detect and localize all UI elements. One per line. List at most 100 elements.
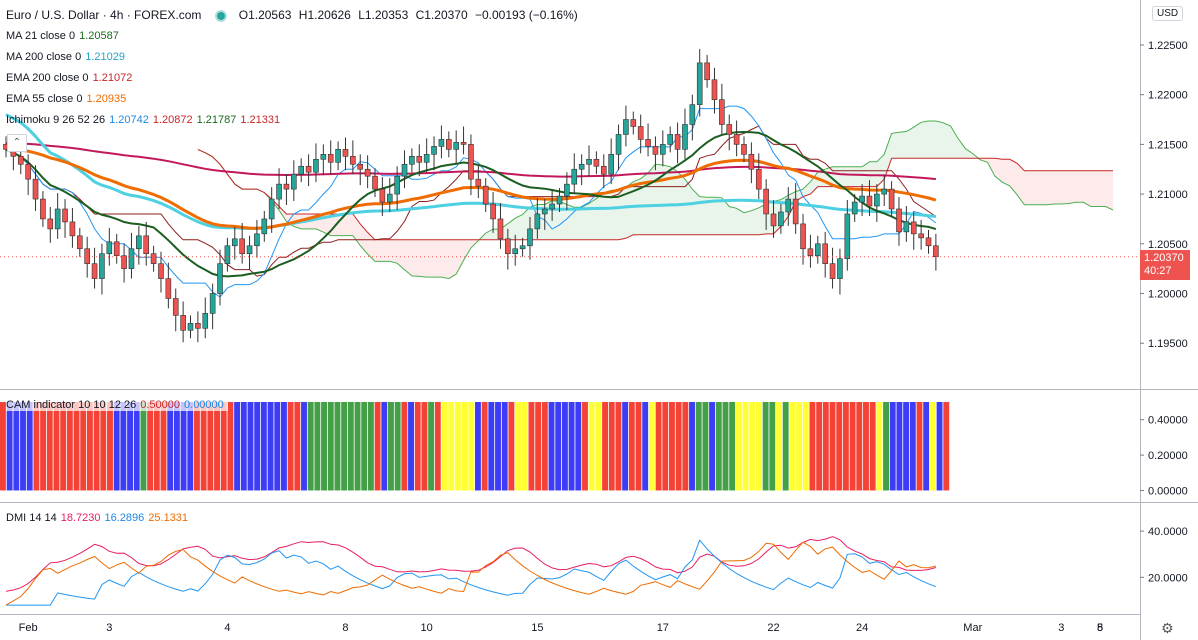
cam-bar bbox=[635, 402, 642, 491]
price-axis-tick-label: 1.22000 bbox=[1148, 90, 1188, 102]
market-status-icon bbox=[215, 9, 228, 22]
ichimoku-cloud-segment bbox=[581, 203, 590, 240]
ichimoku-cloud-segment bbox=[884, 133, 892, 180]
ichimoku-cloud-segment bbox=[441, 239, 449, 279]
candle-body bbox=[549, 203, 555, 210]
candle-body bbox=[667, 134, 674, 145]
ichimoku-cloud-segment bbox=[707, 197, 715, 235]
cam-bar bbox=[374, 402, 381, 491]
ichimoku-cloud-segment bbox=[913, 122, 922, 159]
ichimoku-cloud-segment bbox=[603, 190, 612, 240]
last-price-label: 1.20370 bbox=[1140, 249, 1190, 267]
ichimoku-cloud-segment bbox=[736, 208, 744, 235]
candle-body bbox=[586, 158, 592, 165]
candle-body bbox=[158, 263, 164, 279]
candle-body bbox=[881, 188, 888, 195]
ichimoku-cloud-segment bbox=[699, 196, 708, 235]
candle-body bbox=[320, 154, 327, 160]
cam-bar bbox=[127, 402, 133, 491]
cam-bar bbox=[615, 402, 622, 491]
legend-ema200[interactable]: EMA 200 close 0 1.21072 bbox=[6, 72, 133, 84]
ichimoku-cloud-segment bbox=[625, 181, 634, 239]
ichimoku-cloud-segment bbox=[662, 165, 671, 235]
ohlc-change: −0.00193 (−0.16%) bbox=[474, 8, 578, 22]
price-axis-tick-label: 1.22500 bbox=[1148, 40, 1188, 52]
cam-bar bbox=[227, 402, 234, 491]
candle-body bbox=[475, 178, 482, 187]
currency-button[interactable]: USD bbox=[1152, 6, 1184, 21]
cam-bar bbox=[120, 402, 127, 491]
ichimoku-cloud-segment bbox=[397, 239, 405, 270]
cam-bar bbox=[561, 402, 568, 491]
ichimoku-cloud-segment bbox=[426, 239, 435, 278]
ichimoku-cloud-segment bbox=[943, 122, 951, 159]
candle-body bbox=[150, 253, 157, 264]
candle-body bbox=[748, 154, 755, 170]
candle-body bbox=[172, 298, 179, 316]
ichimoku-cloud-segment bbox=[1024, 170, 1032, 205]
candle-body bbox=[438, 139, 445, 147]
collapse-legend-button[interactable]: ⌃ bbox=[7, 134, 27, 152]
symbol-title[interactable]: Euro / U.S. Dollar · 4h · FOREX.com bbox=[6, 8, 202, 22]
ichimoku-cloud-segment bbox=[721, 197, 730, 235]
legend-ma200[interactable]: MA 200 close 0 1.21029 bbox=[6, 51, 125, 63]
cam-bar bbox=[842, 402, 849, 491]
ichimoku-cloud-segment bbox=[382, 239, 390, 262]
cam-bar bbox=[260, 402, 267, 491]
candle-body bbox=[187, 323, 194, 331]
cam-bar bbox=[254, 402, 261, 491]
candle-body bbox=[689, 104, 696, 125]
cam-bar bbox=[515, 402, 522, 491]
candle-body bbox=[386, 193, 393, 203]
legend-ma21[interactable]: MA 21 close 0 1.20587 bbox=[6, 30, 119, 42]
time-axis-tick-label: 3 bbox=[106, 622, 112, 634]
cam-bar bbox=[816, 402, 823, 491]
cam-bar bbox=[782, 402, 789, 491]
cam-bar bbox=[501, 402, 508, 491]
settings-gear-icon[interactable]: ⚙ bbox=[1161, 620, 1174, 636]
candle-body bbox=[202, 313, 209, 329]
cam-bar bbox=[20, 402, 26, 491]
cam-bar bbox=[655, 402, 662, 491]
time-axis-tick-label: 5 bbox=[1097, 622, 1103, 634]
candle-body bbox=[246, 245, 253, 255]
cam-bar bbox=[521, 402, 528, 491]
legend-cam[interactable]: CAM indicator 10 10 12 26 0.50000 0.00000 bbox=[6, 399, 228, 411]
cam-bar bbox=[234, 402, 241, 491]
time-axis-tick-label: 8 bbox=[342, 622, 348, 634]
cam-bar bbox=[147, 402, 154, 491]
candle-body bbox=[896, 208, 902, 233]
cam-bar bbox=[314, 402, 321, 491]
ichimoku-cloud-segment bbox=[1046, 170, 1054, 205]
time-axis-tick-label: Feb bbox=[19, 622, 38, 634]
ichimoku-cloud-segment bbox=[958, 138, 966, 159]
ichimoku-cloud-segment bbox=[618, 187, 626, 240]
legend-dmi[interactable]: DMI 14 14 18.7230 16.2896 25.1331 bbox=[6, 512, 189, 524]
candle-body bbox=[541, 208, 548, 215]
legend-ichimoku[interactable]: Ichimoku 9 26 52 26 1.20742 1.20872 1.21787… bbox=[6, 114, 281, 126]
candle-body bbox=[519, 245, 526, 250]
cam-bar bbox=[923, 402, 930, 491]
candle-body bbox=[630, 119, 637, 127]
candle-body bbox=[704, 62, 710, 81]
cam-bar bbox=[916, 402, 923, 491]
ichimoku-cloud-segment bbox=[404, 239, 412, 276]
ohlc-high: H1.20626 bbox=[298, 8, 351, 22]
candle-body bbox=[165, 278, 172, 299]
candle-body bbox=[593, 158, 600, 167]
candle-body bbox=[564, 183, 570, 197]
ichimoku-cloud-segment bbox=[1039, 170, 1047, 205]
cam-bar bbox=[856, 402, 863, 491]
legend-ema55[interactable]: EMA 55 close 0 1.20935 bbox=[6, 93, 127, 105]
price-axis-tick-label: 1.20500 bbox=[1148, 239, 1188, 251]
ichimoku-cloud-segment bbox=[456, 239, 464, 275]
cam-bar bbox=[46, 402, 53, 491]
cam-bar bbox=[863, 402, 869, 491]
candle-body bbox=[726, 124, 733, 135]
cam-bar bbox=[776, 402, 782, 491]
ichimoku-cloud-segment bbox=[360, 223, 368, 254]
dmi-minus-line bbox=[5, 541, 937, 606]
ichimoku-cloud-segment bbox=[847, 166, 855, 187]
time-axis-tick-label: 8 bbox=[1097, 622, 1103, 634]
